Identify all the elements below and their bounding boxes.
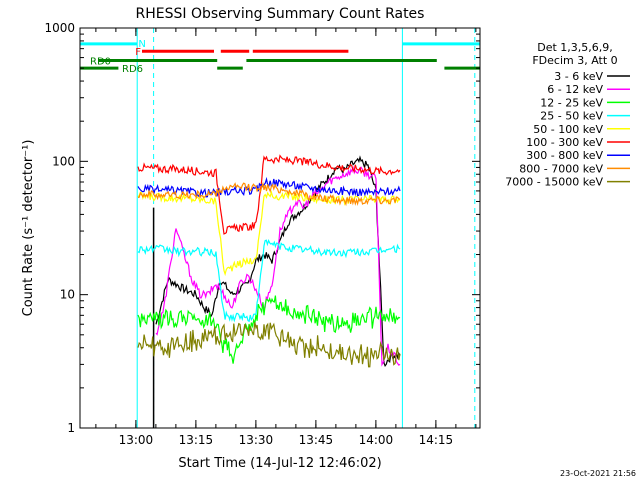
legend-label-6: 300 - 800 keV — [526, 149, 603, 162]
axes: 1 10 100 1000 13:00 13:15 13:30 13:45 14:00 14:15 — [44, 21, 481, 447]
x-axis-label: Start Time (14-Jul-12 12:46:02) — [178, 456, 381, 471]
x-tick-label-3: 13:45 — [299, 433, 334, 447]
series-line-5 — [137, 154, 401, 235]
state-label-rd0: RD0 — [90, 57, 111, 68]
plot-frame — [79, 27, 481, 429]
legend-label-5: 100 - 300 keV — [526, 136, 603, 149]
state-label-f: F — [135, 47, 141, 58]
state-bars: NF RD0 RD6 — [80, 39, 480, 75]
legend-label-7: 800 - 7000 keV — [519, 162, 603, 175]
y-tick-label-2: 100 — [52, 154, 75, 168]
y-tick-label-0: 1 — [67, 421, 75, 435]
legend-header-line-1: Det 1,3,5,6,9, — [537, 41, 613, 54]
legend-label-8: 7000 - 15000 keV — [505, 176, 603, 189]
series-line-7 — [137, 181, 401, 207]
series-line-8 — [137, 322, 401, 368]
legend-label-3: 25 - 50 keV — [540, 110, 603, 123]
legend-label-2: 12 - 25 keV — [540, 96, 603, 109]
x-tick-label-2: 13:30 — [239, 433, 274, 447]
x-tick-label-0: 13:00 — [119, 433, 154, 447]
legend-label-0: 3 - 6 keV — [554, 70, 603, 83]
series-lines — [137, 154, 401, 368]
x-tick-label-1: 13:15 — [179, 433, 214, 447]
x-tick-label-5: 14:15 — [419, 433, 454, 447]
legend-label-4: 50 - 100 keV — [533, 123, 603, 136]
series-line-4 — [137, 189, 401, 277]
timestamp: 23-Oct-2021 21:56 — [560, 469, 636, 478]
y-tick-label-1: 10 — [60, 288, 75, 302]
chart-title: RHESSI Observing Summary Count Rates — [136, 6, 425, 22]
y-tick-label-3: 1000 — [44, 21, 75, 35]
state-label-n: N — [138, 39, 145, 50]
y-axis-label: Count Rate (s⁻¹ detector⁻¹) — [21, 140, 36, 317]
series-line-3 — [137, 238, 401, 323]
x-tick-label-4: 14:00 — [359, 433, 394, 447]
legend-label-1: 6 - 12 keV — [547, 83, 603, 96]
state-label-rd6: RD6 — [122, 64, 143, 75]
legend-header-line-2: FDecim 3, Att 0 — [532, 54, 617, 67]
series-line-6 — [137, 176, 401, 198]
series-line-2 — [137, 295, 401, 364]
